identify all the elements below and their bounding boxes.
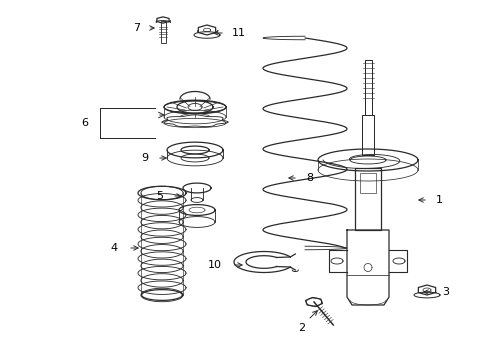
Text: 2: 2 (298, 323, 305, 333)
Text: 8: 8 (305, 173, 312, 183)
Bar (364, 60, 371, 115)
Bar (359, 173, 375, 193)
Text: 9: 9 (141, 153, 148, 163)
Text: 6: 6 (81, 118, 88, 128)
Text: 7: 7 (133, 23, 140, 33)
Bar (160, 21, 165, 43)
Bar (361, 115, 373, 155)
Text: 11: 11 (231, 28, 245, 38)
Text: 4: 4 (111, 243, 118, 253)
Bar (354, 168, 380, 230)
Text: 5: 5 (156, 191, 163, 201)
Text: 10: 10 (207, 260, 222, 270)
Text: 1: 1 (435, 195, 442, 205)
Text: 3: 3 (441, 287, 448, 297)
